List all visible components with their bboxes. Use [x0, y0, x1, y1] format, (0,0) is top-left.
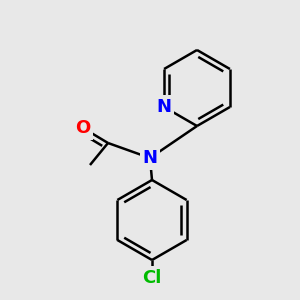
Text: N: N [142, 149, 158, 167]
Text: O: O [75, 119, 91, 137]
Text: Cl: Cl [142, 269, 162, 287]
Text: N: N [157, 98, 172, 116]
